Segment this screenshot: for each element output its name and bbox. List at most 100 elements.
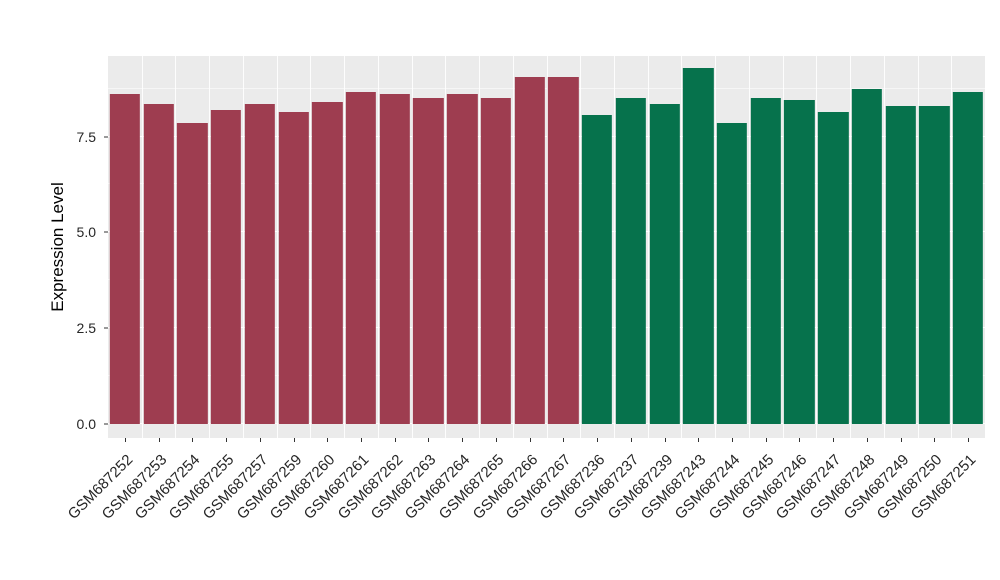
x-gridline xyxy=(883,56,885,438)
bar xyxy=(379,94,410,424)
bar xyxy=(143,103,174,424)
y-axis-title: Expression Level xyxy=(48,182,67,312)
x-gridline xyxy=(546,56,548,438)
x-gridline xyxy=(310,56,312,438)
bar xyxy=(919,105,950,424)
x-tick-mark xyxy=(563,438,565,442)
y-axis-labels: 0.0 2.5 5.0 7.5 xyxy=(0,56,108,438)
x-gridline xyxy=(580,56,582,438)
x-gridline xyxy=(512,56,514,438)
x-tick-mark xyxy=(226,438,228,442)
bar xyxy=(447,94,478,424)
x-tick-mark xyxy=(833,438,835,442)
y-gridline-minor xyxy=(108,279,985,281)
x-gridline xyxy=(850,56,852,438)
plot-area xyxy=(108,56,985,424)
bar xyxy=(649,103,680,424)
bar xyxy=(244,103,275,424)
x-tick-mark xyxy=(327,438,329,442)
bar xyxy=(480,98,512,424)
y-tick-label: 5.0 xyxy=(76,224,96,241)
y-tick-mark xyxy=(104,327,108,329)
bar xyxy=(885,105,916,424)
x-tick-mark xyxy=(664,438,666,442)
plot-panel xyxy=(108,56,985,438)
bar xyxy=(952,92,984,424)
x-tick-mark xyxy=(698,438,700,442)
bar xyxy=(615,98,646,424)
x-tick-mark xyxy=(428,438,430,442)
bar xyxy=(210,109,242,424)
y-gridline xyxy=(108,135,985,137)
x-gridline xyxy=(681,56,683,438)
x-tick-mark xyxy=(158,438,160,442)
x-tick-mark xyxy=(597,438,599,442)
x-tick-mark xyxy=(124,438,126,442)
x-gridline xyxy=(276,56,278,438)
x-gridline xyxy=(479,56,481,438)
x-tick-mark xyxy=(360,438,362,442)
y-gridline xyxy=(108,231,985,233)
x-tick-mark xyxy=(192,438,194,442)
x-gridline xyxy=(715,56,717,438)
x-gridline xyxy=(613,56,615,438)
bar xyxy=(177,123,208,424)
x-tick-mark xyxy=(529,438,531,442)
y-gridline-minor xyxy=(108,87,985,89)
x-gridline xyxy=(816,56,818,438)
x-tick-mark xyxy=(462,438,464,442)
x-tick-mark xyxy=(293,438,295,442)
bar xyxy=(278,111,309,424)
y-tick-mark xyxy=(104,231,108,233)
bar xyxy=(581,115,613,424)
x-gridline xyxy=(445,56,447,438)
x-tick-mark xyxy=(394,438,396,442)
bar xyxy=(683,67,714,424)
x-gridline xyxy=(782,56,784,438)
bar xyxy=(818,111,849,424)
x-tick-mark xyxy=(765,438,767,442)
x-tick-mark xyxy=(732,438,734,442)
bar xyxy=(784,100,815,424)
y-tick-label: 0.0 xyxy=(76,416,96,432)
x-tick-mark xyxy=(495,438,497,442)
x-tick-mark xyxy=(934,438,936,442)
bar xyxy=(413,98,444,424)
bar xyxy=(851,88,883,424)
x-tick-mark xyxy=(259,438,261,442)
x-tick-mark xyxy=(968,438,970,442)
bar xyxy=(109,94,141,424)
bar xyxy=(716,123,748,424)
bar xyxy=(514,77,545,424)
x-gridline xyxy=(344,56,346,438)
y-tick-mark xyxy=(104,136,108,137)
bar xyxy=(312,102,343,424)
y-tick-label: 7.5 xyxy=(76,128,96,145)
x-tick-mark xyxy=(630,438,632,442)
x-gridline xyxy=(175,56,177,438)
x-axis-labels: GSM687252 GSM687253 GSM687254 GSM687255 GSM6… xyxy=(65,446,985,576)
bar xyxy=(750,98,781,424)
x-gridline xyxy=(141,56,143,438)
y-gridline xyxy=(108,423,985,424)
y-gridline-minor xyxy=(108,183,985,185)
x-gridline xyxy=(242,56,244,438)
x-gridline xyxy=(951,56,953,438)
y-gridline-minor xyxy=(108,375,985,377)
x-tick-mark xyxy=(866,438,868,442)
x-gridline xyxy=(748,56,750,438)
x-gridline xyxy=(917,56,919,438)
y-tick-mark xyxy=(104,423,108,425)
x-gridline xyxy=(209,56,211,438)
x-tick-mark xyxy=(900,438,902,442)
bar xyxy=(548,77,579,424)
y-tick-label: 2.5 xyxy=(76,320,96,337)
x-gridline xyxy=(377,56,379,438)
x-gridline xyxy=(647,56,649,438)
y-gridline xyxy=(108,327,985,329)
x-axis-ticks xyxy=(108,438,985,442)
x-gridline xyxy=(411,56,413,438)
x-tick-mark xyxy=(799,438,801,442)
bar xyxy=(345,92,377,424)
